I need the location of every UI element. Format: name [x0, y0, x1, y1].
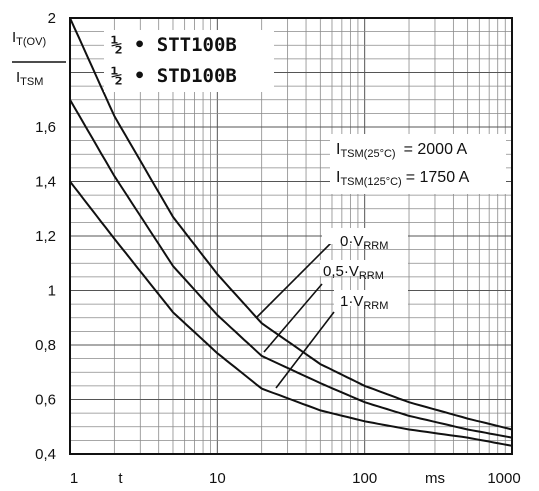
x-tick-label: ms [425, 470, 445, 487]
y-tick-label: 2 [48, 10, 56, 27]
title-background [104, 30, 274, 92]
leader-0vrrm [255, 239, 335, 319]
series-label-1vrrm: 1·VRRM [340, 293, 388, 312]
series-label-bg-1 [322, 228, 408, 244]
y-tick-label: 1 [48, 283, 56, 300]
series-label-05vrrm: 0,5·VRRM [323, 263, 384, 282]
series-label-bg-2 [320, 260, 408, 276]
label-leaders [255, 239, 335, 389]
y-tick-label: 1,6 [35, 119, 56, 136]
ylabel-bottom: ITSM [16, 69, 43, 88]
series-label-bg-3 [334, 290, 408, 306]
y-tick-label: 0,8 [35, 337, 56, 354]
x-tick-label: 10 [209, 470, 226, 487]
leader-1vrrm [275, 311, 335, 389]
y-tick-label: 0,4 [35, 446, 56, 463]
x-tick-label: t [118, 470, 123, 487]
title-line-1: ½ • STT100B [111, 34, 237, 56]
y-tick-labels: 0,4 0,6 0,8 1 1,2 1,4 1,6 2 [35, 10, 56, 463]
series-line-0 [69, 17, 513, 431]
y-tick-label: 0,6 [35, 392, 56, 409]
y-tick-label: 1,4 [35, 174, 56, 191]
itsm-background [330, 134, 506, 194]
title-line-2: ½ • STD100B [111, 65, 237, 87]
x-tick-labels: 1 t 10 100 ms 1000 [70, 470, 521, 487]
ylabel-top: IT(OV) [12, 29, 46, 48]
x-tick-label: 100 [352, 470, 377, 487]
series-line-2 [69, 180, 513, 447]
series-label-0vrrm: 0·VRRM [340, 233, 388, 252]
leader-05vrrm [263, 283, 323, 353]
y-tick-label: 1,2 [35, 228, 56, 245]
itsm-25c: ITSM(25°C) = 2000 A [336, 141, 468, 160]
itsm-125c: ITSM(125°C) = 1750 A [336, 169, 470, 188]
x-tick-label: 1000 [487, 470, 520, 487]
plot-frame [69, 17, 513, 455]
x-tick-label: 1 [70, 470, 78, 487]
